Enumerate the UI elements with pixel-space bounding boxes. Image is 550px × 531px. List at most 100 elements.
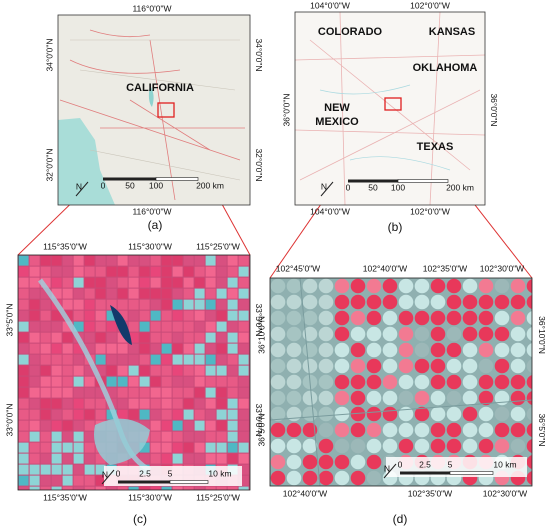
pivot-field [286, 294, 302, 310]
pivot-field [446, 438, 462, 454]
field [216, 343, 227, 354]
field [161, 354, 172, 365]
pivot-field [430, 294, 446, 310]
pivot-field [510, 406, 526, 422]
scale-label: 50 [125, 180, 135, 190]
field [40, 288, 51, 299]
pivot-field [510, 310, 526, 326]
pivot-field [462, 326, 478, 342]
panel-caption: (c) [133, 512, 147, 526]
field [205, 442, 216, 453]
field [40, 266, 51, 277]
field [194, 321, 205, 332]
pivot-field [318, 342, 334, 358]
field [40, 464, 51, 475]
field [117, 354, 128, 365]
pivot-field [478, 438, 494, 454]
pivot-field [334, 454, 350, 470]
pivot-field [334, 406, 350, 422]
field [227, 387, 238, 398]
field [216, 442, 227, 453]
pivot-field [446, 358, 462, 374]
field [150, 288, 161, 299]
field [183, 266, 194, 277]
scale-bar [397, 179, 449, 183]
pivot-field [526, 294, 532, 310]
scale-label: 100 [149, 180, 163, 190]
pivot-field [478, 294, 494, 310]
field [249, 453, 250, 464]
field [128, 266, 139, 277]
coord-label: 104°0'0"W [310, 206, 350, 216]
field [73, 255, 84, 266]
field [84, 266, 95, 277]
field [139, 387, 150, 398]
field [150, 387, 161, 398]
coord-label: 36°5'0"N [256, 413, 266, 446]
pivot-field [398, 326, 414, 342]
field [84, 332, 95, 343]
field [95, 354, 106, 365]
pivot-field [414, 390, 430, 406]
field [227, 321, 238, 332]
pivot-field [462, 342, 478, 358]
pivot-field [478, 278, 494, 294]
pivot-field [270, 374, 286, 390]
coord-label: 36°10'0"N [256, 316, 266, 354]
field [29, 266, 40, 277]
pivot-field [382, 294, 398, 310]
field [205, 420, 216, 431]
field [139, 486, 150, 490]
field [249, 255, 250, 266]
field [205, 255, 216, 266]
field [238, 453, 249, 464]
field [194, 376, 205, 387]
field [73, 343, 84, 354]
pivot-field [414, 358, 430, 374]
field [51, 332, 62, 343]
pivot-field [270, 454, 286, 470]
field [51, 343, 62, 354]
pivot-field [302, 326, 318, 342]
field [183, 409, 194, 420]
coord-label: 115°30'0"W [128, 241, 172, 251]
field [194, 398, 205, 409]
field [84, 310, 95, 321]
coord-label: 32°0'0"N [254, 148, 264, 181]
pivot-field [286, 374, 302, 390]
field [227, 255, 238, 266]
field [117, 365, 128, 376]
field [62, 376, 73, 387]
field [73, 354, 84, 365]
field [194, 431, 205, 442]
field [205, 486, 216, 490]
pivot-field [446, 422, 462, 438]
field [18, 431, 29, 442]
field [95, 310, 106, 321]
pivot-field [286, 454, 302, 470]
pivot-field [494, 294, 510, 310]
north-label: N [102, 469, 108, 479]
pivot-field [398, 358, 414, 374]
field [51, 255, 62, 266]
field [106, 288, 117, 299]
field [238, 431, 249, 442]
field [106, 409, 117, 420]
pivot-field [526, 326, 532, 342]
pivot-field [302, 358, 318, 374]
field [205, 453, 216, 464]
pivot-field [318, 454, 334, 470]
field [18, 453, 29, 464]
pivot-field [414, 438, 430, 454]
field [227, 299, 238, 310]
field [95, 409, 106, 420]
pivot-field [462, 374, 478, 390]
field [238, 475, 249, 486]
field [238, 409, 249, 420]
field [62, 431, 73, 442]
coord-label: 115°30'0"W [128, 492, 172, 502]
field [194, 332, 205, 343]
pivot-field [270, 390, 286, 406]
scale-bar [118, 480, 170, 484]
field [150, 332, 161, 343]
